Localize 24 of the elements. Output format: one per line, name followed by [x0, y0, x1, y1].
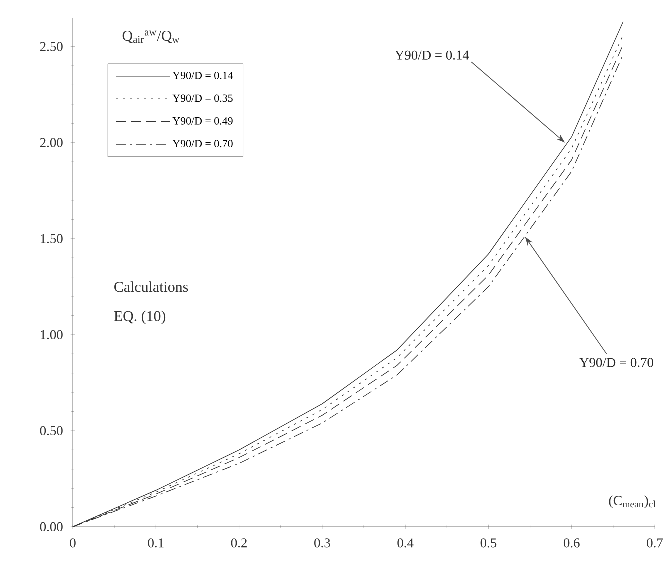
- y-tick-label: 2.50: [40, 42, 63, 52]
- x-tick-label: 0.7: [647, 538, 664, 548]
- annotation: Calculations: [114, 282, 188, 292]
- x-tick-label: 0.3: [314, 538, 330, 548]
- y-tick-label: 1.00: [41, 330, 63, 340]
- legend-label: Y90/D = 0.14: [172, 72, 234, 80]
- legend-label: Y90/D = 0.70: [172, 140, 233, 148]
- y-tick-label: 1.50: [41, 234, 63, 244]
- x-tick-label: 0.4: [398, 538, 414, 548]
- x-tick-label: 0.6: [564, 538, 580, 548]
- y-tick-label: 0.00: [40, 522, 63, 532]
- annotation: EQ. (10): [114, 310, 166, 324]
- x-tick-label: 0: [70, 538, 76, 548]
- x-tick-label: 0.2: [231, 538, 247, 548]
- x-tick-label: 0.1: [148, 538, 164, 548]
- x-tick-label: 0.5: [480, 538, 497, 548]
- y-tick-label: 2.00: [40, 138, 63, 148]
- annotation: Y90/D = 0.70: [580, 358, 654, 368]
- annotation: Y90/D = 0.14: [395, 50, 470, 60]
- y-axis-title: Q$_{air}$$^{aw}$/Q$_{w}$: [122, 30, 180, 44]
- x-axis-title: (C$_{mean}$)$_{cl}$: [609, 496, 656, 508]
- y-tick-label: 0.50: [40, 426, 63, 436]
- legend-label: Y90/D = 0.35: [172, 94, 233, 102]
- legend-label: Y90/D = 0.49: [172, 117, 233, 125]
